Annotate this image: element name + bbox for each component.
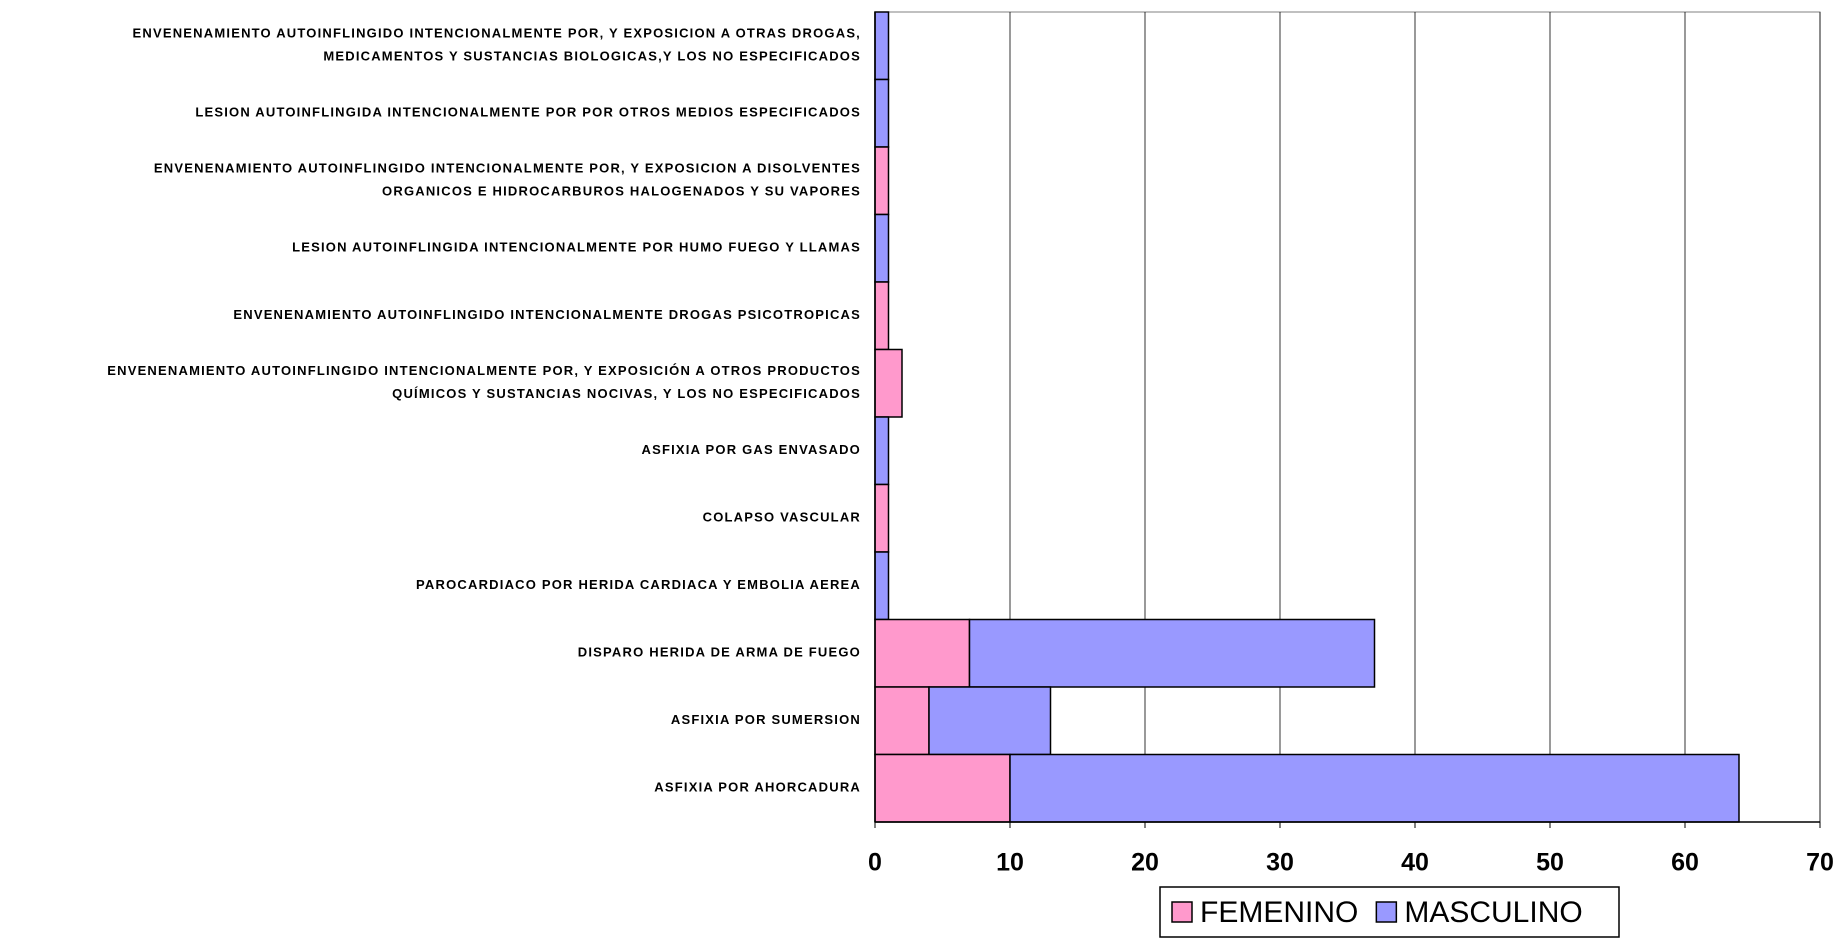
legend-label: MASCULINO xyxy=(1404,896,1582,929)
y-tick-label: LESION AUTOINFLINGIDA INTENCIONALMENTE P… xyxy=(292,240,861,255)
y-tick-label: ORGANICOS E HIDROCARBUROS HALOGENADOS Y … xyxy=(382,184,861,199)
bar xyxy=(928,686,1052,756)
y-tick-label: LESION AUTOINFLINGIDA INTENCIONALMENTE P… xyxy=(195,105,861,120)
x-tick-label: 60 xyxy=(1671,849,1699,877)
x-tick-label: 20 xyxy=(1131,849,1159,877)
y-tick-label: COLAPSO VASCULAR xyxy=(703,510,861,525)
y-tick-label: ENVENENAMIENTO AUTOINFLINGIDO INTENCIONA… xyxy=(154,161,861,176)
y-tick-label: PAROCARDIACO POR HERIDA CARDIACA Y EMBOL… xyxy=(416,577,861,592)
x-tick-label: 50 xyxy=(1536,849,1564,877)
y-tick-label: DISPARO HERIDA DE ARMA DE FUEGO xyxy=(578,645,861,660)
y-tick-label: ASFIXIA POR AHORCADURA xyxy=(654,780,861,795)
x-tick-label: 40 xyxy=(1401,849,1429,877)
bar xyxy=(968,618,1376,688)
bar xyxy=(874,11,890,81)
x-tick-label: 0 xyxy=(868,849,882,877)
bar xyxy=(874,618,971,688)
y-tick-label: ASFIXIA POR GAS ENVASADO xyxy=(642,442,862,457)
legend-label: FEMENINO xyxy=(1200,896,1358,929)
legend-swatch xyxy=(1171,901,1193,923)
bar xyxy=(874,753,1011,823)
legend-swatch xyxy=(1375,901,1398,923)
bar xyxy=(1009,753,1740,823)
y-tick-label: ASFIXIA POR SUMERSION xyxy=(671,712,861,727)
bar xyxy=(874,146,890,216)
y-tick-label: QUÍMICOS Y SUSTANCIAS NOCIVAS, Y LOS NO … xyxy=(392,386,861,401)
bar xyxy=(874,348,903,418)
y-tick-label: ENVENENAMIENTO AUTOINFLINGIDO INTENCIONA… xyxy=(233,307,861,322)
y-tick-label: ENVENENAMIENTO AUTOINFLINGIDO INTENCIONA… xyxy=(133,26,861,41)
x-tick-label: 10 xyxy=(996,849,1024,877)
bar xyxy=(874,416,890,486)
bar xyxy=(874,483,890,553)
bar xyxy=(874,686,930,756)
bar xyxy=(874,281,890,351)
bar xyxy=(874,551,890,621)
y-tick-label: MEDICAMENTOS Y SUSTANCIAS BIOLOGICAS,Y L… xyxy=(323,49,861,64)
x-tick-label: 30 xyxy=(1266,849,1294,877)
bar xyxy=(874,78,890,148)
y-tick-label: ENVENENAMIENTO AUTOINFLINGIDO INTENCIONA… xyxy=(107,363,861,378)
x-tick-label: 70 xyxy=(1806,849,1834,877)
bar xyxy=(874,213,890,283)
